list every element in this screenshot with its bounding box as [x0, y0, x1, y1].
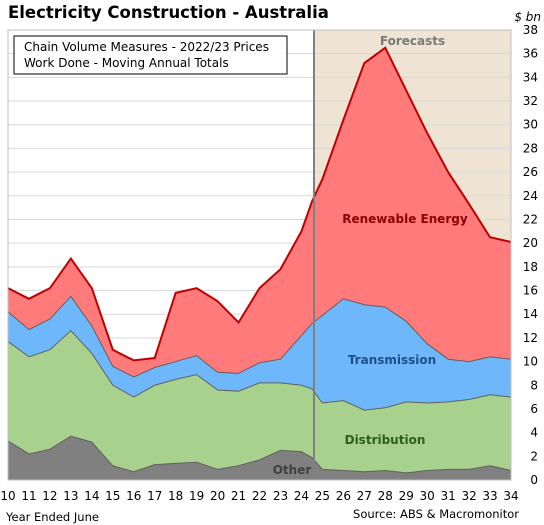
- line-distribution: [7, 330, 512, 411]
- x-tick-label: 33: [482, 489, 497, 503]
- y-tick-label: 26: [523, 165, 538, 179]
- x-tick-label: 14: [84, 489, 99, 503]
- forecast-label: Forecasts: [380, 34, 445, 48]
- y-tick-label: 12: [523, 331, 538, 345]
- y-tick-label: 4: [530, 426, 538, 440]
- y-tick-label: 6: [530, 402, 538, 416]
- x-tick-label: 30: [420, 489, 435, 503]
- series-label-renewable-energy: Renewable Energy: [342, 212, 468, 226]
- y-tick-label: 8: [530, 378, 538, 392]
- chart-title: Electricity Construction - Australia: [8, 3, 329, 22]
- x-tick-label: 21: [231, 489, 246, 503]
- y-tick-label: 18: [523, 260, 538, 274]
- info-box-line-1: Chain Volume Measures - 2022/23 Prices: [24, 40, 269, 54]
- x-tick-label: 15: [105, 489, 120, 503]
- series-label-transmission: Transmission: [348, 353, 436, 367]
- x-tick-label: 19: [189, 489, 204, 503]
- y-tick-label: 10: [523, 355, 538, 369]
- source-note: Source: ABS & Macromonitor: [353, 507, 519, 521]
- y-tick-label: 28: [523, 141, 538, 155]
- x-tick-label: 16: [126, 489, 141, 503]
- x-tick-label: 28: [378, 489, 393, 503]
- y-tick-label: 30: [523, 118, 538, 132]
- x-tick-label: 27: [357, 489, 372, 503]
- area-other: [8, 436, 511, 480]
- x-tick-label: 22: [252, 489, 267, 503]
- x-tick-label: 20: [210, 489, 225, 503]
- y-tick-label: 20: [523, 236, 538, 250]
- x-tick-label: 18: [168, 489, 183, 503]
- y-tick-label: 14: [523, 307, 538, 321]
- x-tick-label: 26: [336, 489, 351, 503]
- info-box-border: [13, 35, 288, 75]
- info-box-line-2: Work Done - Moving Annual Totals: [24, 56, 229, 70]
- line-transmission: [7, 295, 512, 378]
- x-tick-label: 12: [42, 489, 57, 503]
- x-tick-label: 24: [294, 489, 309, 503]
- x-tick-label: 25: [315, 489, 330, 503]
- x-tick-label: 11: [21, 489, 36, 503]
- x-tick-label: 17: [147, 489, 162, 503]
- x-tick-label: 23: [273, 489, 288, 503]
- info-box: Chain Volume Measures - 2022/23 Prices W…: [13, 35, 288, 75]
- area-transmission: [8, 296, 511, 411]
- series-label-other: Other: [273, 463, 312, 477]
- y-tick-label: 32: [523, 94, 538, 108]
- line-other: [7, 435, 512, 474]
- area-distribution: [8, 330, 511, 473]
- y-tick-label: 38: [523, 23, 538, 37]
- series-label-distribution: Distribution: [345, 433, 426, 447]
- plot-border: [7, 29, 512, 481]
- series-lines: [7, 29, 512, 481]
- line-renewable-energy: [7, 46, 512, 362]
- x-axis-label: Year Ended June: [5, 510, 99, 524]
- y-tick-label: 2: [530, 449, 538, 463]
- x-tick-label: 13: [63, 489, 78, 503]
- x-tick-label: 31: [440, 489, 455, 503]
- y-tick-label: 36: [523, 47, 538, 61]
- y-tick-label: 24: [523, 189, 538, 203]
- y-tick-label: 16: [523, 284, 538, 298]
- y-unit-label: $ bn: [514, 10, 541, 24]
- y-tick-label: 0: [530, 473, 538, 487]
- x-tick-label: 29: [399, 489, 414, 503]
- y-tick-label: 34: [523, 70, 538, 84]
- x-axis-ticks: 10 11 12 13 14 15 16 17 18 19 20 21 22 23 24 25 26 27 28 29…: [0, 489, 518, 503]
- x-tick-label: 10: [0, 489, 15, 503]
- area-renewable-energy: [8, 47, 511, 377]
- y-tick-label: 22: [523, 212, 538, 226]
- stacked-areas: [8, 47, 511, 480]
- x-tick-label: 32: [461, 489, 476, 503]
- x-tick-label: 34: [503, 489, 518, 503]
